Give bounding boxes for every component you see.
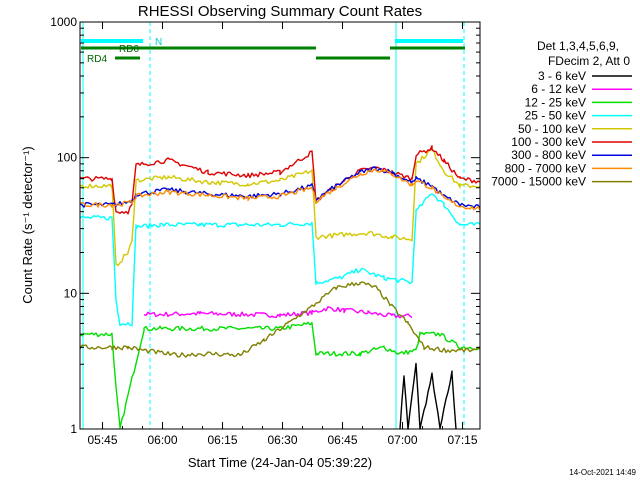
y-axis-label: Count Rate (s⁻¹ detector⁻¹) xyxy=(20,146,35,304)
plot-frame xyxy=(79,21,481,430)
legend-label-5: 100 - 300 keV xyxy=(511,135,586,149)
legend-label-3: 25 - 50 keV xyxy=(525,109,586,123)
legend-label-0: 3 - 6 keV xyxy=(538,69,586,83)
x-tick-label-0: 05:45 xyxy=(88,433,118,447)
x-tick-label-1: 06:00 xyxy=(148,433,178,447)
legend-label-1: 6 - 12 keV xyxy=(531,82,586,96)
series-line-4 xyxy=(79,147,481,267)
series-line-0 xyxy=(399,362,457,430)
legend-label-6: 300 - 800 keV xyxy=(511,148,586,162)
flag-n-label: N xyxy=(155,37,162,48)
chart-title: RHESSI Observing Summary Count Rates xyxy=(138,3,422,20)
series-line-1 xyxy=(143,306,413,319)
x-tick-label-2: 06:15 xyxy=(208,433,238,447)
x-axis-label: Start Time (24-Jan-04 05:39:22) xyxy=(188,455,372,470)
legend-header-2: FDecim 2, Att 0 xyxy=(548,54,630,68)
footer-timestamp: 14-Oct-2021 14:49 xyxy=(569,468,636,477)
legend-label-8: 7000 - 15000 keV xyxy=(491,175,586,189)
flag-rd0-label: RD0 xyxy=(119,44,139,55)
y-tick-label-0: 1 xyxy=(70,422,77,436)
legend-label-2: 12 - 25 keV xyxy=(525,95,586,109)
y-tick-label-2: 100 xyxy=(57,151,77,165)
x-tick-label-3: 06:30 xyxy=(268,433,298,447)
series-line-7 xyxy=(79,168,481,211)
x-tick-label-4: 06:45 xyxy=(328,433,358,447)
series-line-8 xyxy=(79,281,481,358)
y-tick-label-1: 10 xyxy=(64,286,78,300)
flag-rd4-label: RD4 xyxy=(87,54,107,65)
series-line-2 xyxy=(79,321,481,429)
legend-label-4: 50 - 100 keV xyxy=(518,122,586,136)
series-line-3 xyxy=(79,193,481,327)
legend-label-7: 800 - 7000 keV xyxy=(505,161,586,175)
x-tick-label-5: 07:00 xyxy=(388,433,418,447)
x-tick-label-6: 07:15 xyxy=(448,433,478,447)
y-tick-label-3: 1000 xyxy=(50,15,77,29)
series-line-5 xyxy=(79,145,481,215)
legend-header-1: Det 1,3,4,5,6,9, xyxy=(537,39,619,53)
